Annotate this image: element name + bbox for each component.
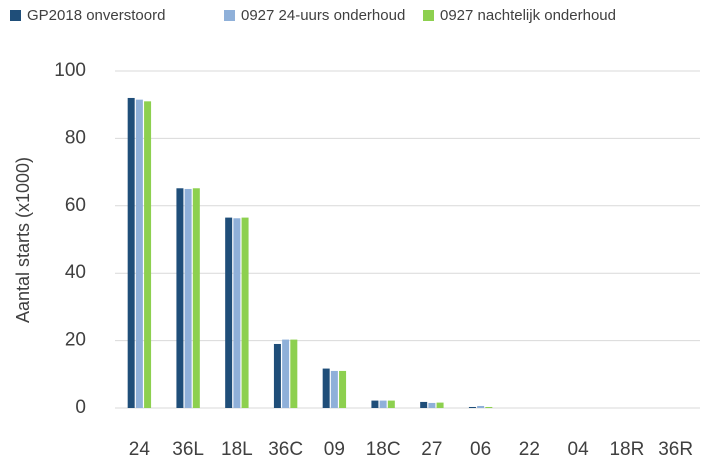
y-tick-label: 60 xyxy=(65,195,86,216)
bar xyxy=(233,218,241,408)
x-tick-label: 36C xyxy=(268,439,303,460)
y-tick-label: 80 xyxy=(65,127,86,148)
legend-label: 0927 24-uurs onderhoud xyxy=(241,7,405,24)
x-tick-label: 36R xyxy=(658,439,693,460)
bar xyxy=(485,406,493,408)
bar xyxy=(322,368,330,408)
bar xyxy=(225,217,233,408)
x-tick-label: 06 xyxy=(470,439,491,460)
legend-swatch xyxy=(423,10,434,21)
x-tick-label: 22 xyxy=(519,439,540,460)
bar xyxy=(428,402,436,408)
x-tick-label: 24 xyxy=(129,439,151,460)
bar xyxy=(290,339,298,408)
legend-swatch xyxy=(224,10,235,21)
legend-label: 0927 nachtelijk onderhoud xyxy=(440,7,616,24)
x-tick-label: 09 xyxy=(324,439,345,460)
y-tick-label: 40 xyxy=(65,262,86,283)
bar xyxy=(477,405,485,408)
x-tick-label: 27 xyxy=(421,439,442,460)
bar xyxy=(387,400,395,408)
bar xyxy=(273,343,281,408)
y-tick-label: 100 xyxy=(54,60,86,81)
bar xyxy=(184,188,192,408)
y-tick-label: 20 xyxy=(65,330,86,351)
y-tick-label: 0 xyxy=(75,397,86,418)
bar xyxy=(468,406,476,408)
x-tick-label: 18C xyxy=(366,439,401,460)
bar xyxy=(176,188,184,408)
x-tick-label: 18L xyxy=(221,439,253,460)
x-tick-label: 04 xyxy=(568,439,590,460)
x-tick-label: 36L xyxy=(172,439,204,460)
bar xyxy=(127,97,135,409)
bar xyxy=(379,400,387,408)
y-axis-label: Aantal starts (x1000) xyxy=(13,157,33,323)
bar xyxy=(241,217,249,408)
bar xyxy=(371,400,379,408)
bar xyxy=(436,402,444,408)
bar xyxy=(192,188,200,408)
legend-swatch xyxy=(10,10,21,21)
bar xyxy=(144,101,152,408)
x-tick-label: 18R xyxy=(609,439,644,460)
bar xyxy=(330,370,338,408)
bar xyxy=(282,339,290,408)
legend-label: GP2018 onverstoord xyxy=(27,7,165,24)
bar xyxy=(339,370,347,408)
bar xyxy=(420,401,428,408)
bar xyxy=(135,99,143,409)
